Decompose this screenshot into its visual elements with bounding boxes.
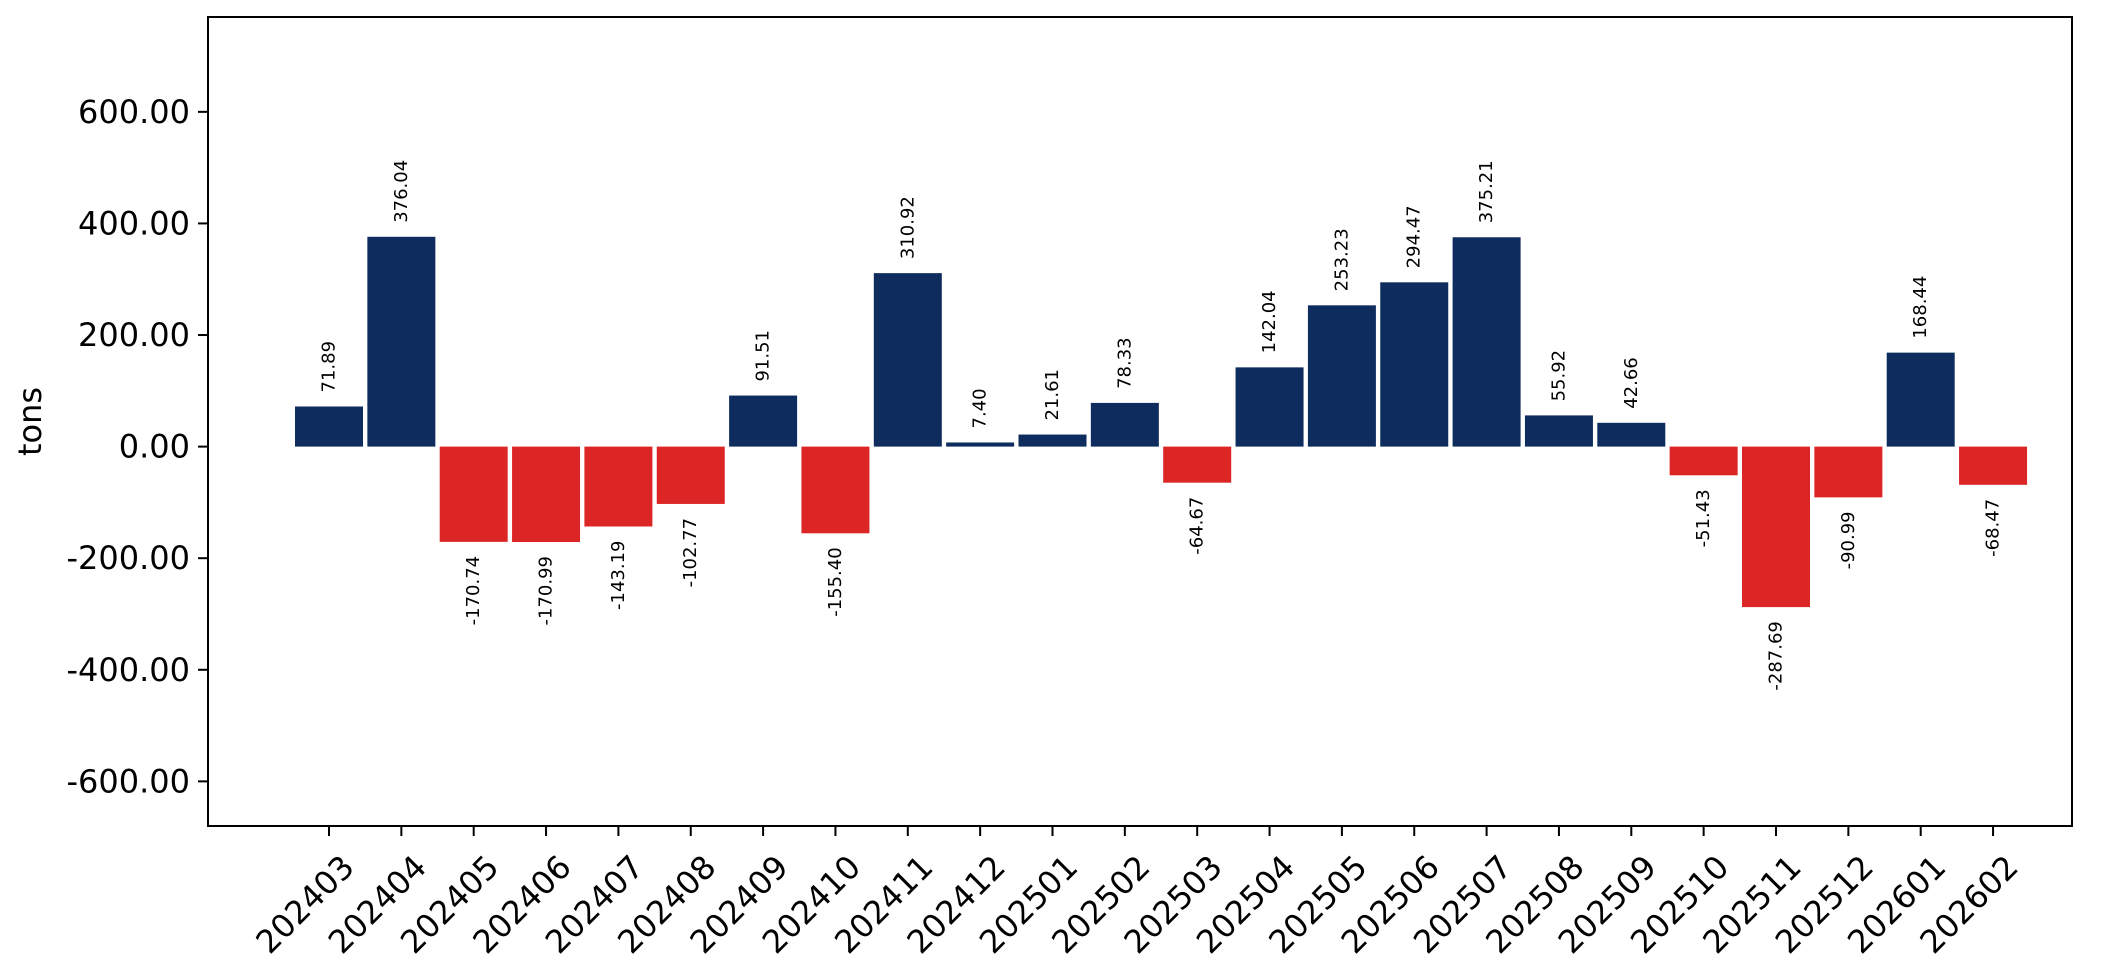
bar-202409 [729,395,798,447]
data-label-202410: -155.40 [825,547,846,616]
data-label-202508: 55.92 [1548,350,1569,402]
bar-202404 [367,236,436,447]
data-label-202510: -51.43 [1693,489,1714,547]
data-label-202405: -170.74 [463,556,484,625]
bar-202406 [512,446,581,543]
bar-202412 [946,442,1015,447]
bar-202601 [1886,352,1955,447]
bar-202501 [1018,434,1087,447]
data-label-202506: 294.47 [1404,205,1425,268]
data-label-202403: 71.89 [319,341,340,393]
data-label-202502: 78.33 [1114,337,1135,389]
data-label-202507: 375.21 [1476,160,1497,223]
bar-202403 [295,406,363,447]
data-label-202601: 168.44 [1910,276,1931,339]
y-axis-title: tons [11,387,49,456]
bar-202504 [1235,367,1304,447]
y-tick-label: 600.00 [78,93,190,131]
bar-202512 [1814,446,1883,498]
bar-202506 [1380,282,1449,447]
data-label-202411: 310.92 [897,196,918,259]
y-axis: -600.00 -400.00 -200.00 0.00 200.00 400.00 600… [66,93,208,800]
data-label-202503: -64.67 [1187,497,1208,555]
bar-202511 [1742,446,1810,608]
bar-202509 [1597,422,1666,447]
y-tick-label: -600.00 [66,762,190,800]
bar-202408 [656,446,725,504]
data-label-202404: 376.04 [391,160,412,223]
data-label-202407: -143.19 [608,540,629,609]
data-label-202505: 253.23 [1331,228,1352,291]
data-label-202408: -102.77 [680,518,701,587]
plot-frame [207,16,2073,827]
y-tick-label: -400.00 [66,651,190,689]
bar-202411 [873,273,942,447]
y-tick-label: -200.00 [66,539,190,577]
bar-202405 [439,446,508,542]
bar-202505 [1307,305,1376,447]
data-label-202504: 142.04 [1259,290,1280,353]
x-axis: 2024032024042024052024062024072024082024… [248,826,2026,961]
data-label-202409: 91.51 [753,330,774,382]
data-label-202512: -90.99 [1838,511,1859,569]
bar-202510 [1669,446,1738,476]
data-label-202501: 21.61 [1042,369,1063,421]
y-tick-label: 200.00 [78,316,190,354]
data-label-202412: 7.40 [970,388,991,428]
bar-202502 [1090,402,1159,447]
bar-202503 [1163,446,1232,483]
bars-layer [295,236,2028,608]
bar-202410 [801,446,870,534]
y-tick-label: 400.00 [78,204,190,242]
data-label-202509: 42.66 [1621,357,1642,409]
data-label-202602: -68.47 [1983,499,2004,557]
y-tick-label: 0.00 [119,428,190,466]
bar-202508 [1524,415,1593,447]
bar-202602 [1959,446,2028,485]
bar-202507 [1452,237,1521,447]
data-label-202511: -287.69 [1766,621,1787,690]
data-labels-layer: 71.89 376.04 -170.74 -170.99 -143.19 -102.77 9… [319,160,2004,691]
data-label-202406: -170.99 [536,556,557,625]
bar-202407 [584,446,653,527]
